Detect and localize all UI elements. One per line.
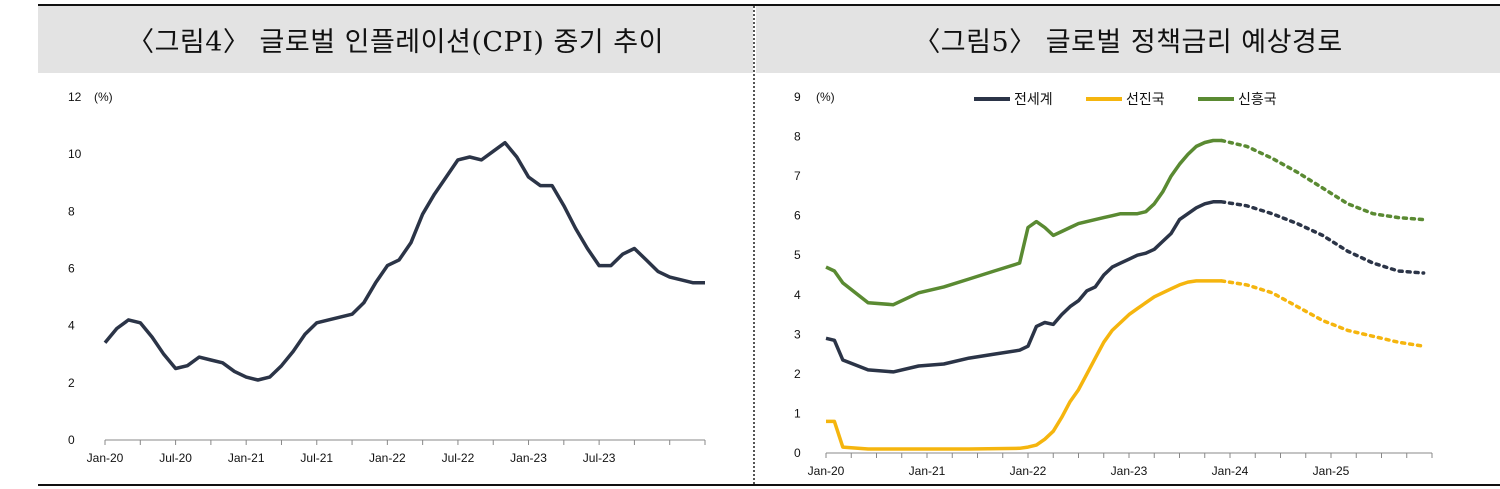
rate-y-tick-6: 6 — [794, 209, 801, 223]
cpi-x-tick-jul-22: Jul-22 — [442, 451, 475, 465]
legend-label-advanced: 선진국 — [1126, 92, 1165, 108]
rate-x-tick-jan-24: Jan-24 — [1212, 464, 1249, 478]
cpi-line-chart: (%) 0 2 4 6 8 10 12 Jan-20 Jul-20 Jan-21 Jul-21 Jan… — [68, 90, 706, 465]
policy-rate-line-chart: (%) 0 1 2 3 4 5 6 7 8 9 Jan-20 Jan-21 Jan-22 Jan-23 Ja… — [794, 90, 1433, 478]
cpi-chart-title: 〈그림4〉 글로벌 인플레이션(CPI) 중기 추이 — [127, 27, 664, 58]
rate-series-line-world-forecast — [1219, 200, 1426, 275]
rate-y-tick-4: 4 — [794, 288, 801, 302]
panel-divider — [753, 6, 755, 484]
cpi-y-tick-4: 4 — [68, 319, 75, 333]
policy-rate-chart-panel: 〈그림5〉 글로벌 정책금리 예상경로 (%) 0 1 2 3 4 5 6 7 8 9 Jan-20… — [756, 6, 1500, 484]
rate-x-tick-jan-25: Jan-25 — [1313, 464, 1350, 478]
cpi-chart-title-band: 〈그림4〉 글로벌 인플레이션(CPI) 중기 추이 — [38, 6, 753, 73]
cpi-y-unit-label: (%) — [94, 90, 113, 104]
policy-rate-chart-title-band: 〈그림5〉 글로벌 정책금리 예상경로 — [756, 6, 1500, 73]
cpi-y-tick-0: 0 — [68, 433, 75, 447]
rate-x-tick-jan-20: Jan-20 — [808, 464, 845, 478]
rate-y-tick-3: 3 — [794, 327, 801, 341]
cpi-x-tick-jan-23: Jan-23 — [510, 451, 547, 465]
rate-y-tick-0: 0 — [794, 446, 801, 460]
cpi-y-tick-12: 12 — [68, 90, 82, 104]
legend-label-world: 전세계 — [1014, 92, 1053, 108]
legend-label-emerging: 신흥국 — [1238, 92, 1277, 108]
cpi-y-tick-10: 10 — [68, 147, 82, 161]
rate-y-tick-9: 9 — [794, 90, 801, 104]
rate-series-line-advanced-actual — [826, 279, 1222, 451]
cpi-x-tick-jul-23: Jul-23 — [583, 451, 616, 465]
cpi-y-tick-6: 6 — [68, 262, 75, 276]
cpi-series-line — [103, 140, 705, 382]
rate-series-line-emerging-forecast — [1219, 138, 1426, 222]
cpi-y-tick-2: 2 — [68, 376, 75, 390]
rate-y-tick-7: 7 — [794, 169, 801, 183]
rate-series-line-world-actual — [825, 200, 1222, 374]
rate-x-tick-jan-22: Jan-22 — [1010, 464, 1047, 478]
rate-y-tick-5: 5 — [794, 248, 801, 262]
rate-y-tick-2: 2 — [794, 367, 801, 381]
policy-rate-y-unit-label: (%) — [816, 90, 835, 104]
rate-x-tick-jan-23: Jan-23 — [1111, 464, 1148, 478]
rate-y-tick-1: 1 — [794, 406, 801, 420]
rate-series-line-advanced-forecast — [1219, 279, 1426, 348]
cpi-x-tick-jan-20: Jan-20 — [87, 451, 124, 465]
policy-rate-chart-title: 〈그림5〉 글로벌 정책금리 예상경로 — [913, 27, 1343, 58]
cpi-x-tick-jul-21: Jul-21 — [300, 451, 333, 465]
cpi-x-tick-jan-22: Jan-22 — [369, 451, 406, 465]
cpi-y-tick-8: 8 — [68, 204, 75, 218]
rate-series-line-emerging-actual — [825, 138, 1222, 307]
rate-y-tick-8: 8 — [794, 130, 801, 144]
bottom-rule — [38, 484, 1500, 486]
top-rule — [38, 4, 1500, 6]
rate-x-tick-jan-21: Jan-21 — [909, 464, 946, 478]
cpi-chart-panel: 〈그림4〉 글로벌 인플레이션(CPI) 중기 추이 (%) 0 2 4 6 8 10 12… — [38, 6, 753, 484]
cpi-x-tick-jul-20: Jul-20 — [159, 451, 192, 465]
cpi-x-tick-jan-21: Jan-21 — [228, 451, 265, 465]
